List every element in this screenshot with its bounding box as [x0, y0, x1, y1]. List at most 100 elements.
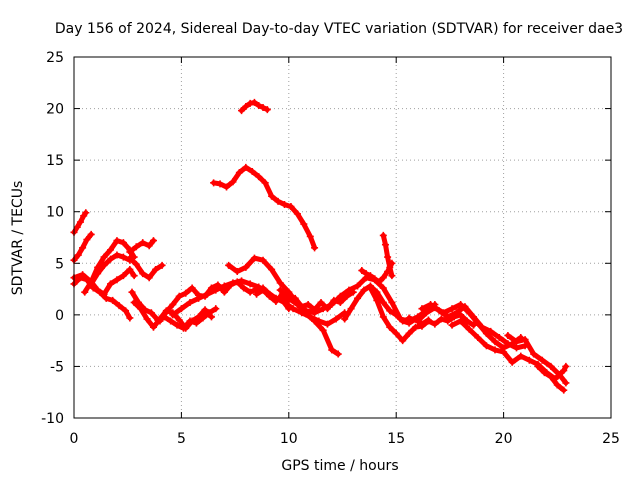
x-axis-label: GPS time / hours: [281, 458, 398, 474]
data-point: [379, 298, 387, 306]
y-tick-label: 10: [46, 205, 64, 221]
data-point: [328, 301, 336, 309]
data-point: [248, 167, 256, 175]
data-point: [508, 358, 516, 366]
data-point: [233, 268, 241, 276]
data-point: [414, 317, 422, 325]
data-point: [388, 298, 396, 306]
data-point: [323, 320, 331, 328]
y-tick-label: 20: [46, 102, 64, 118]
data-point: [281, 200, 289, 208]
data-point: [412, 323, 420, 331]
data-point: [126, 265, 134, 273]
data-point: [175, 292, 183, 300]
data-point: [379, 274, 387, 282]
data-point: [122, 307, 130, 315]
data-point: [381, 241, 389, 249]
data-point: [107, 246, 115, 254]
data-point: [147, 309, 155, 317]
data-point: [263, 106, 271, 114]
data-point: [253, 290, 261, 298]
data-point: [162, 308, 170, 316]
data-point: [285, 288, 293, 296]
data-point: [188, 317, 196, 325]
data-point: [332, 315, 340, 323]
data-point: [238, 107, 246, 115]
data-point: [336, 292, 344, 300]
data-point: [457, 317, 465, 325]
series-line: [71, 275, 133, 321]
data-point: [242, 103, 250, 111]
data-point: [362, 270, 370, 278]
y-tick-label: 0: [55, 308, 64, 324]
data-point: [478, 323, 486, 331]
data-point: [491, 338, 499, 346]
data-point: [540, 369, 548, 377]
y-tick-label: 25: [46, 50, 64, 66]
series-arc-8: [126, 254, 166, 282]
data-point: [82, 209, 90, 217]
data-point: [560, 386, 568, 394]
data-point: [487, 327, 495, 335]
data-point: [504, 331, 512, 339]
data-point: [246, 280, 254, 288]
data-point: [553, 381, 561, 389]
data-point: [119, 272, 127, 280]
data-point: [328, 346, 336, 354]
data-point: [203, 290, 211, 298]
data-point: [379, 231, 387, 239]
data-point: [130, 272, 138, 280]
data-point: [152, 265, 160, 273]
data-point: [240, 284, 248, 292]
data-point: [341, 315, 349, 323]
data-point: [379, 313, 387, 321]
data-point: [334, 350, 342, 358]
data-point: [259, 286, 267, 294]
data-point: [259, 256, 267, 264]
data-point: [562, 362, 570, 370]
data-point: [242, 163, 250, 171]
data-point: [452, 309, 460, 317]
data-point: [268, 265, 276, 273]
data-point: [126, 248, 134, 256]
chart-title: Day 156 of 2024, Sidereal Day-to-day VTE…: [55, 21, 623, 37]
y-tick-label: 15: [46, 153, 64, 169]
y-axis-label: SDTVAR / TECUs: [10, 181, 26, 296]
data-point: [132, 260, 140, 268]
data-point: [547, 362, 555, 370]
series-arc-2: [70, 230, 95, 264]
data-point: [418, 322, 426, 330]
data-point: [126, 254, 134, 262]
data-point: [255, 283, 263, 291]
data-point: [399, 317, 407, 325]
data-point: [491, 346, 499, 354]
data-point: [388, 272, 396, 280]
data-point: [250, 98, 258, 106]
data-point: [87, 280, 95, 288]
data-point: [405, 314, 413, 322]
series-line: [71, 267, 137, 297]
data-point: [276, 286, 284, 294]
data-point: [354, 282, 362, 290]
data-point: [220, 288, 228, 296]
data-point: [562, 379, 570, 387]
data-point: [132, 243, 140, 251]
x-tick-label: 15: [387, 431, 405, 447]
data-point: [465, 325, 473, 333]
plot-frame: [73, 56, 612, 419]
data-point: [81, 288, 89, 296]
data-point: [555, 371, 563, 379]
data-point: [145, 242, 153, 250]
data-point: [79, 271, 87, 279]
data-point: [424, 317, 432, 325]
data-point: [431, 320, 439, 328]
data-point: [375, 278, 383, 286]
data-point: [448, 305, 456, 313]
data-point: [265, 292, 273, 300]
data-point: [287, 203, 295, 211]
y-tick-label: 5: [55, 256, 64, 272]
series-line: [211, 164, 318, 251]
series-arc-7: [126, 237, 157, 256]
data-point: [210, 179, 218, 187]
data-point: [255, 101, 263, 109]
